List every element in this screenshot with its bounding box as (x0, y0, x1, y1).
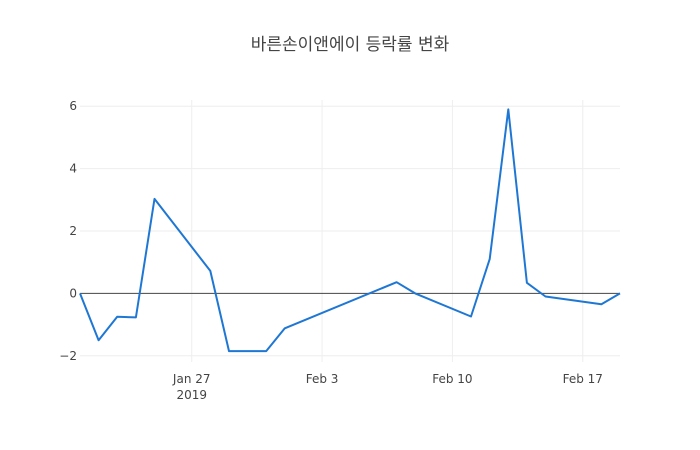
chart-title: 바른손이앤에이 등락률 변화 (251, 35, 450, 55)
y-tick-label: 2 (69, 224, 77, 238)
series-line (79, 108, 621, 353)
y-tick-label: 6 (69, 99, 77, 113)
axis-layer: Jan 27 2019 Feb 3 Feb 10 Feb 17 −2 0 2 4 6 (59, 99, 603, 402)
y-tick-label: 4 (69, 162, 77, 176)
x-tick-label: Feb 17 (563, 372, 603, 386)
x-tick-label: Feb 10 (432, 372, 472, 386)
series-layer (79, 108, 621, 353)
x-tick-label: Jan 27 (172, 372, 211, 386)
y-tick-label: 0 (69, 286, 77, 300)
x-tick-sublabel: 2019 (176, 388, 207, 402)
x-tick-label: Feb 3 (306, 372, 339, 386)
y-tick-label: −2 (59, 349, 77, 363)
grid-layer (80, 100, 620, 362)
